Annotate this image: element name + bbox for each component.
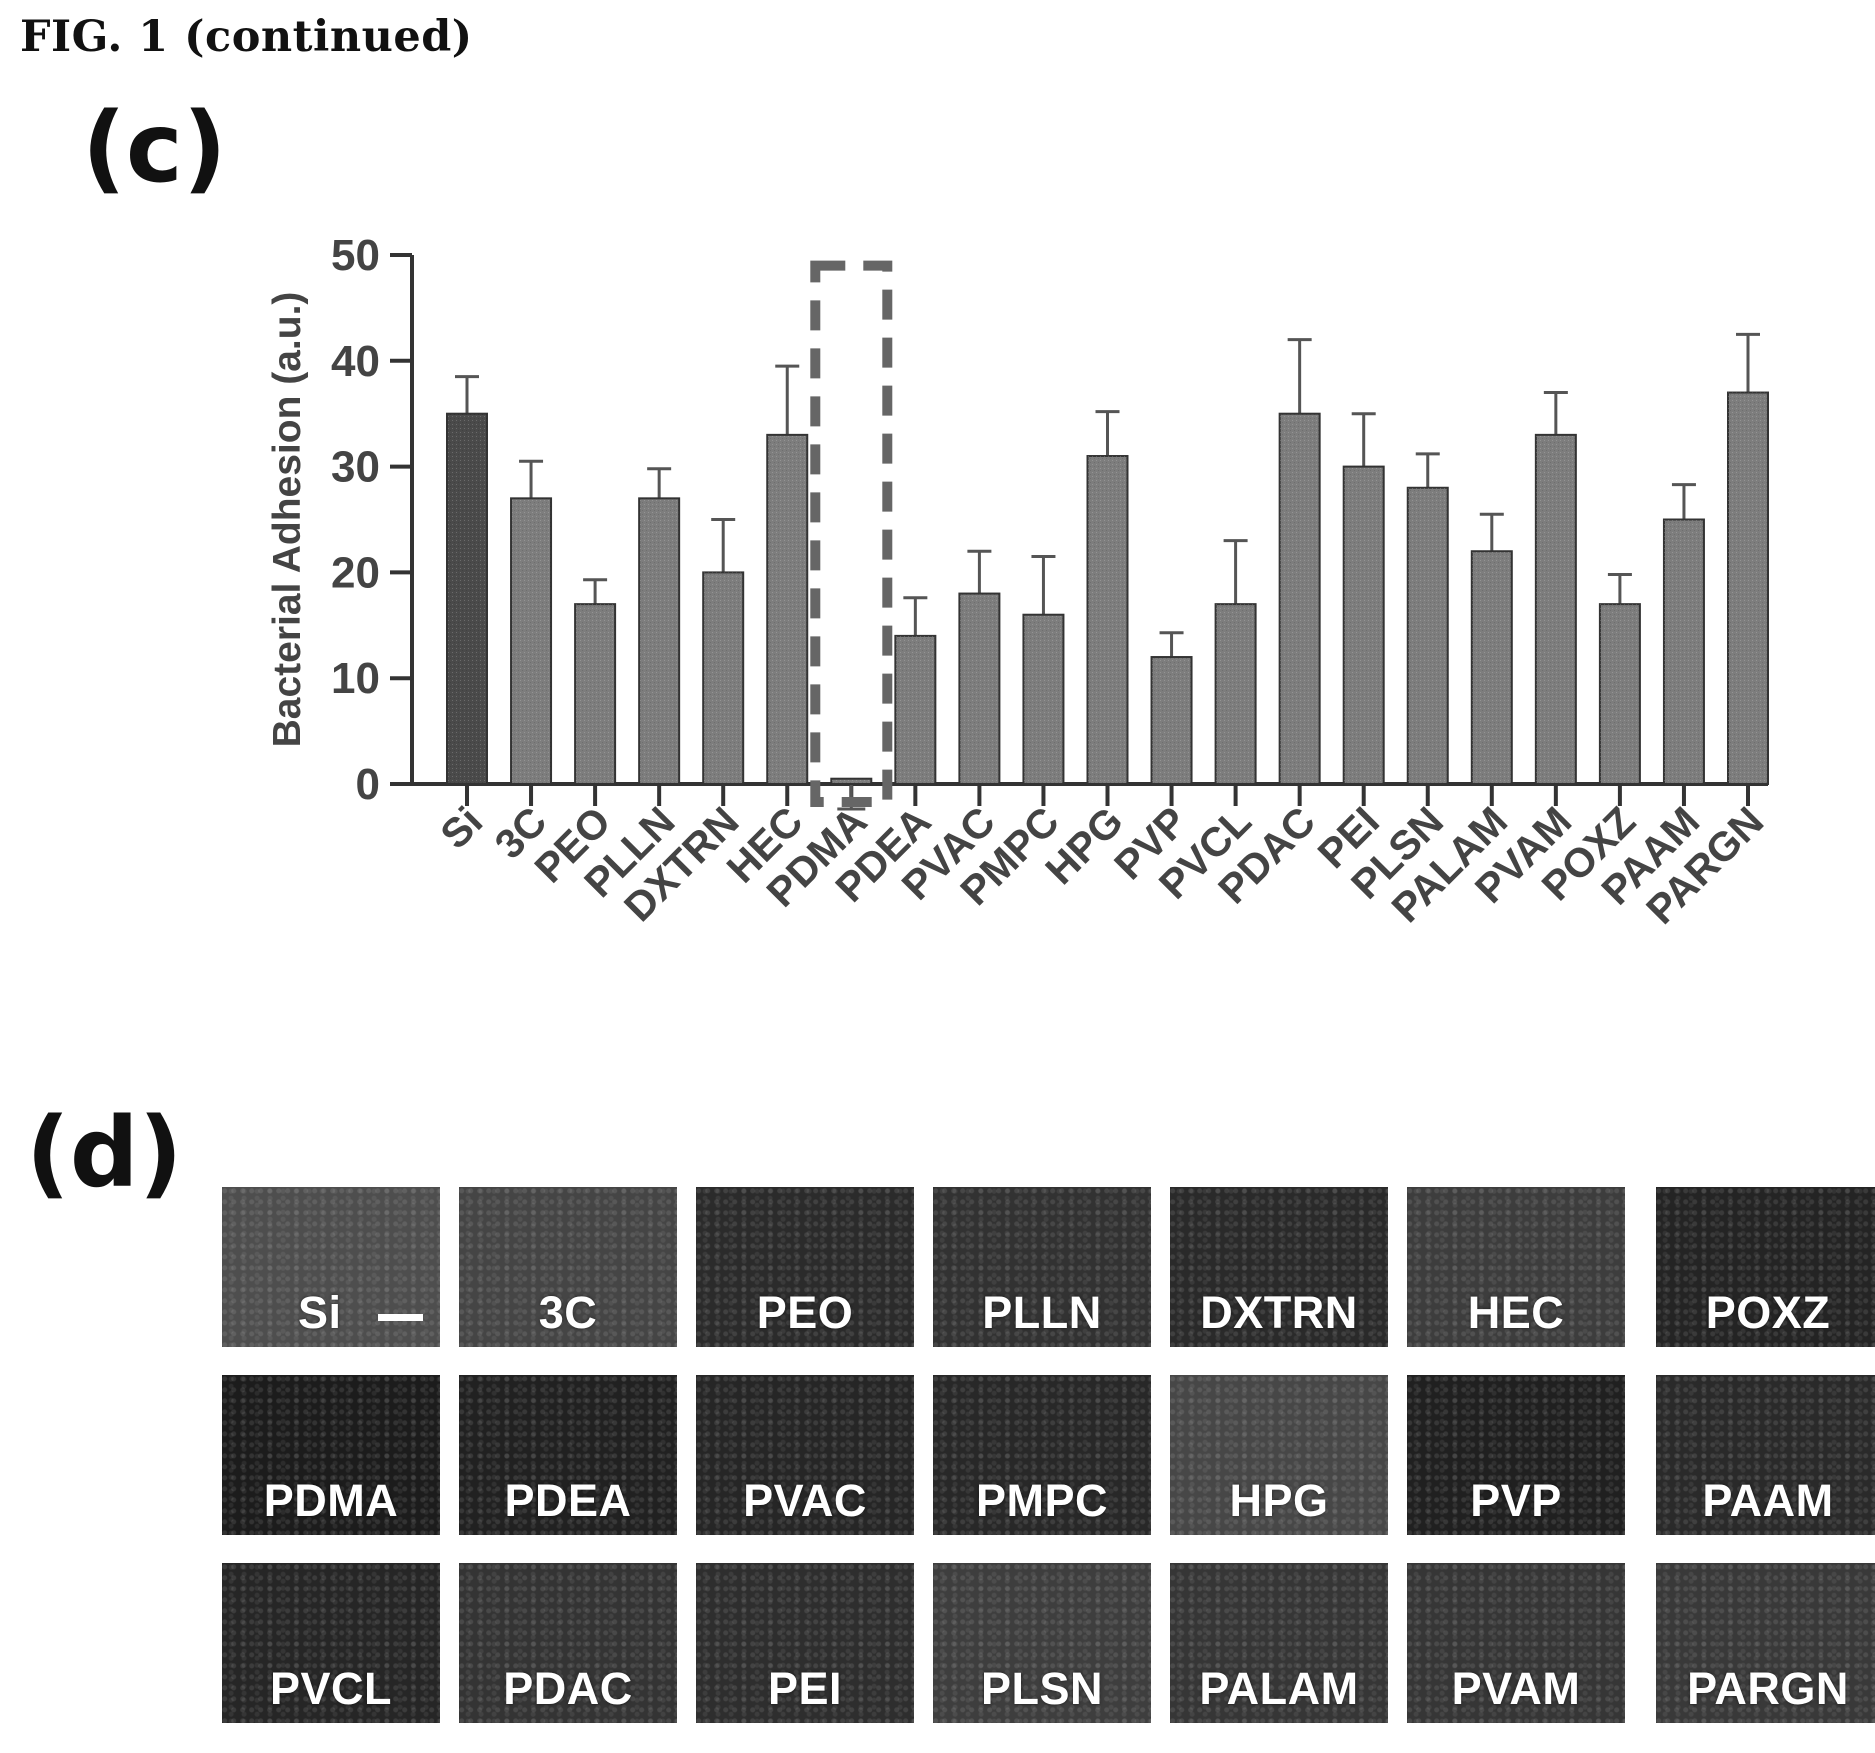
bar-texture <box>1599 604 1640 784</box>
bar-texture <box>1087 456 1128 784</box>
micrograph-tile: PVAC <box>696 1375 914 1535</box>
micrograph-label: PVAC <box>743 1475 867 1526</box>
y-tick-label: 50 <box>331 231 380 280</box>
y-tick-label: 40 <box>331 337 380 386</box>
micrograph-label: 3C <box>538 1287 598 1338</box>
bar-texture <box>1343 466 1384 784</box>
micrograph-tile: HPG <box>1170 1375 1388 1535</box>
bar-texture <box>639 498 680 784</box>
bar-texture <box>1215 604 1256 784</box>
micrograph-tile: PARGN <box>1656 1563 1875 1723</box>
micrograph-tile: PVCL <box>222 1563 440 1723</box>
highlight-box <box>810 260 893 807</box>
micrograph-label: PVCL <box>269 1663 392 1714</box>
micrograph-label: PEI <box>767 1663 843 1714</box>
micrograph-tile: HEC <box>1407 1187 1625 1347</box>
figure-title: FIG. 1 (continued) <box>20 12 473 62</box>
micrograph-tile: PLSN <box>933 1563 1151 1723</box>
micrograph-label: DXTRN <box>1200 1287 1358 1338</box>
micrograph-tile: PEI <box>696 1563 914 1723</box>
bar-texture <box>831 778 872 784</box>
micrograph-tile: PDEA <box>459 1375 677 1535</box>
micrograph-tile: PAAM <box>1656 1375 1875 1535</box>
bar-texture <box>1728 392 1768 784</box>
bar-texture <box>703 572 744 784</box>
micrograph-label: HPG <box>1229 1475 1329 1526</box>
micrograph-tile: 3C <box>459 1187 677 1347</box>
micrograph-grid: Si 3C PEO PLLN DXTRN HEC POXZ PDMA PDEA PVAC PMPC H… <box>222 1187 1875 1727</box>
micrograph-label: PDAC <box>503 1663 633 1714</box>
bar-texture <box>575 604 616 784</box>
bar-texture <box>1535 434 1576 784</box>
micrograph-label: POXZ <box>1705 1287 1831 1338</box>
micrograph-label: HEC <box>1467 1287 1565 1338</box>
bar-texture <box>1407 487 1448 784</box>
micrograph-tile: PEO <box>696 1187 914 1347</box>
micrograph-tile: POXZ <box>1656 1187 1875 1347</box>
micrograph-label: PLLN <box>982 1287 1102 1338</box>
micrograph-tile: Si <box>222 1187 440 1347</box>
bar-texture <box>1471 551 1512 784</box>
x-tick-label: Si <box>431 798 491 858</box>
micrograph-label: PDMA <box>263 1475 399 1526</box>
micrograph-tile: PMPC <box>933 1375 1151 1535</box>
y-tick-label: 0 <box>356 760 380 809</box>
micrograph-label: PALAM <box>1199 1663 1359 1714</box>
bar-texture <box>511 498 552 784</box>
panel-c-label: (c) <box>82 92 227 204</box>
micrograph-tile: PVP <box>1407 1375 1625 1535</box>
micrograph-label: Si <box>298 1287 342 1338</box>
bar-texture <box>767 434 808 784</box>
micrograph-tile: PLLN <box>933 1187 1151 1347</box>
y-tick-label: 10 <box>331 654 380 703</box>
y-axis-label: Bacterial Adhesion (a.u.) <box>266 292 309 748</box>
bar-texture <box>1023 614 1064 784</box>
bar-texture <box>447 413 487 784</box>
bar-texture <box>959 593 1000 784</box>
micrograph-tile: PDMA <box>222 1375 440 1535</box>
micrograph-tile: PALAM <box>1170 1563 1388 1723</box>
bar-texture <box>1279 413 1320 784</box>
y-tick-label: 20 <box>331 548 380 597</box>
bar-texture <box>1663 519 1704 784</box>
micrograph-label: PVP <box>1470 1475 1562 1526</box>
bar-texture <box>1151 657 1192 784</box>
micrograph-label: PDEA <box>504 1475 632 1526</box>
micrograph-label: PMPC <box>975 1475 1108 1526</box>
micrograph-label: PLSN <box>980 1663 1103 1714</box>
micrograph-tile: PVAM <box>1407 1563 1625 1723</box>
scale-bar <box>378 1314 423 1321</box>
micrograph-tile: DXTRN <box>1170 1187 1388 1347</box>
micrograph-label: PAAM <box>1702 1475 1834 1526</box>
bar-texture <box>895 635 936 784</box>
micrograph-label: PEO <box>756 1287 854 1338</box>
y-tick-label: 30 <box>331 443 380 492</box>
panel-d-label: (d) <box>26 1097 183 1209</box>
micrograph-label: PARGN <box>1687 1663 1849 1714</box>
micrograph-label: PVAM <box>1451 1663 1581 1714</box>
micrograph-tile: PDAC <box>459 1563 677 1723</box>
